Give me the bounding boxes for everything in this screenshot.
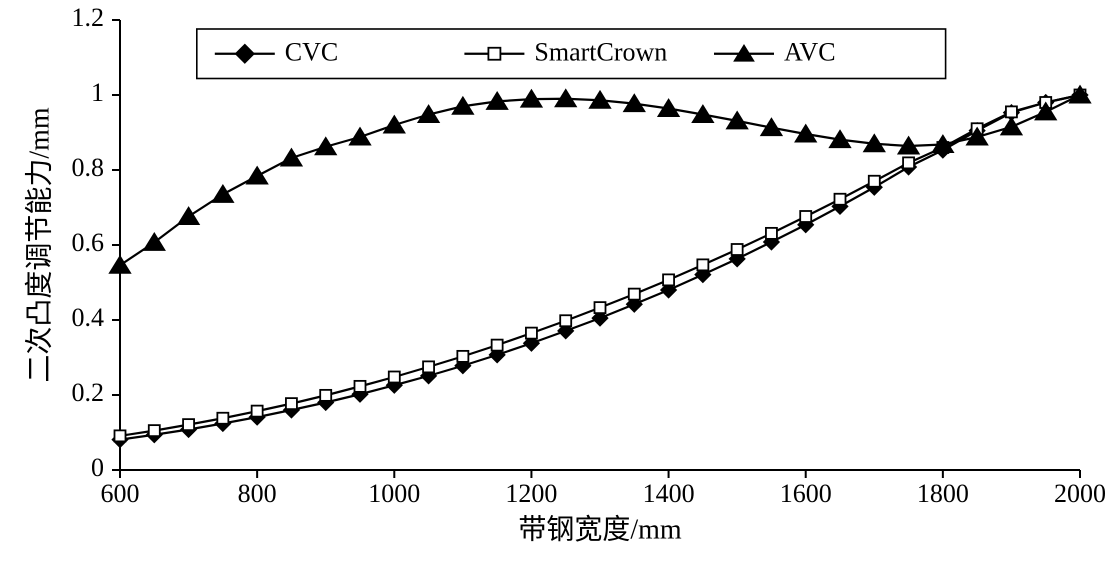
marker-square bbox=[595, 302, 606, 313]
x-tick-label: 1800 bbox=[917, 479, 969, 508]
marker-square bbox=[457, 351, 468, 362]
x-tick-label: 1000 bbox=[368, 479, 420, 508]
y-tick-label: 0.6 bbox=[72, 228, 105, 257]
marker-square bbox=[526, 328, 537, 339]
x-tick-label: 1600 bbox=[780, 479, 832, 508]
marker-square bbox=[1006, 106, 1017, 117]
y-tick-label: 1 bbox=[91, 78, 104, 107]
marker-square bbox=[252, 406, 263, 417]
x-tick-label: 600 bbox=[101, 479, 140, 508]
legend: CVC SmartCrown AVC bbox=[197, 29, 946, 79]
legend-label: SmartCrown bbox=[534, 38, 667, 67]
marker-square bbox=[149, 425, 160, 436]
marker-square bbox=[903, 157, 914, 168]
chart-container: 600 800 1000 1200 1400 1600 1800 2000 0 0.2 0.4 0.6… bbox=[0, 0, 1116, 588]
marker-square bbox=[423, 361, 434, 372]
marker-square bbox=[115, 430, 126, 441]
x-tick-label: 800 bbox=[238, 479, 277, 508]
x-tick-label: 1400 bbox=[643, 479, 695, 508]
marker-square bbox=[355, 381, 366, 392]
legend-label: AVC bbox=[784, 38, 836, 67]
marker-square bbox=[835, 194, 846, 205]
y-tick-label: 0.4 bbox=[72, 303, 105, 332]
marker-square bbox=[766, 228, 777, 239]
legend-label: CVC bbox=[285, 38, 338, 67]
y-axis-label: 二次凸度调节能力/mm bbox=[23, 107, 55, 383]
marker-square bbox=[320, 390, 331, 401]
marker-square bbox=[629, 289, 640, 300]
marker-square bbox=[732, 244, 743, 255]
y-tick-label: 0.8 bbox=[72, 153, 105, 182]
x-axis-label: 带钢宽度/mm bbox=[518, 513, 682, 545]
marker-square bbox=[286, 398, 297, 409]
y-tick-label: 1.2 bbox=[72, 3, 105, 32]
marker-square bbox=[488, 48, 500, 60]
marker-square bbox=[560, 315, 571, 326]
marker-square bbox=[697, 259, 708, 270]
marker-square bbox=[800, 211, 811, 222]
x-tick-label: 2000 bbox=[1054, 479, 1106, 508]
chart-svg: 600 800 1000 1200 1400 1600 1800 2000 0 0.2 0.4 0.6… bbox=[0, 0, 1116, 588]
marker-square bbox=[183, 419, 194, 430]
x-tick-label: 1200 bbox=[505, 479, 557, 508]
marker-square bbox=[217, 413, 228, 424]
y-tick-label: 0 bbox=[91, 453, 104, 482]
marker-square bbox=[389, 372, 400, 383]
marker-square bbox=[492, 340, 503, 351]
marker-square bbox=[869, 176, 880, 187]
y-tick-label: 0.2 bbox=[72, 378, 105, 407]
marker-square bbox=[663, 274, 674, 285]
